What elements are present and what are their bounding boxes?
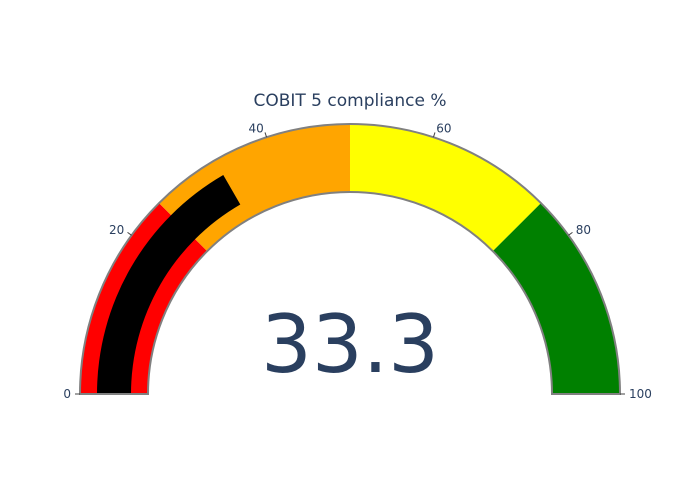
gauge-tick-label: 0 [63, 387, 71, 401]
gauge-step-3 [492, 203, 620, 394]
gauge-tick-mark [432, 132, 436, 138]
gauge-tick-mark [568, 231, 573, 236]
gauge-value-number: 33.3 [261, 298, 439, 391]
gauge-tick-label: 80 [576, 223, 591, 237]
gauge-border [78, 123, 622, 395]
gauge-step-2 [350, 124, 541, 252]
gauge-tick-label: 60 [436, 122, 451, 136]
gauge-tick-mark [264, 132, 268, 138]
gauge-tick-label: 100 [629, 387, 652, 401]
gauge-tick-mark [127, 231, 132, 236]
gauge-tick-label: 20 [109, 223, 124, 237]
gauge-ticks: 0 20 40 60 80 100 [63, 122, 652, 401]
gauge-value-bar [97, 175, 241, 394]
gauge-tick-label: 40 [248, 122, 263, 136]
chart-title: COBIT 5 compliance % [253, 91, 446, 111]
